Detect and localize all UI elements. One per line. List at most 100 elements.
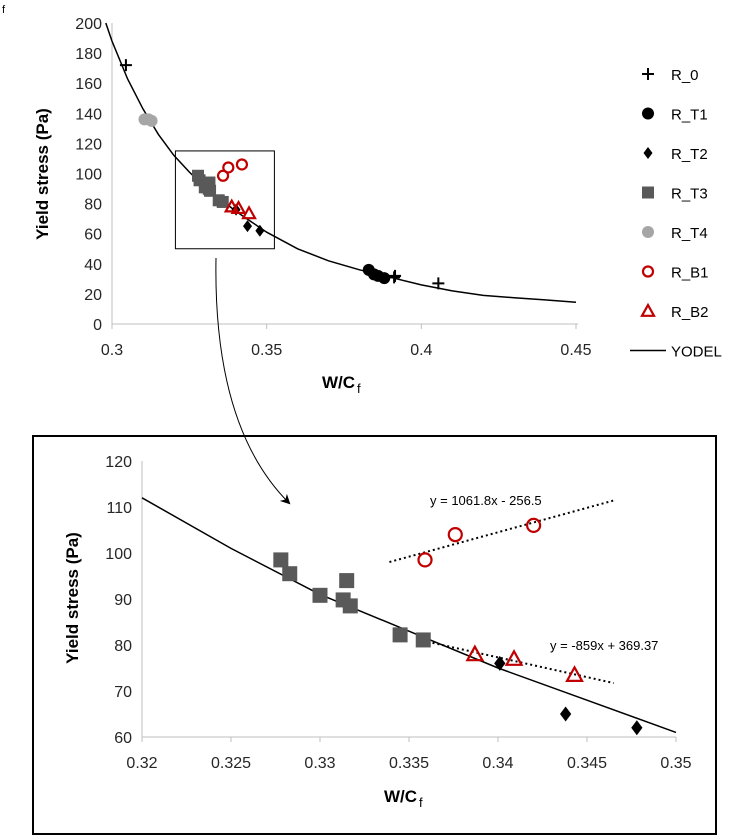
main-y-tick-label: 120 xyxy=(75,136,102,153)
inset-x-axis-label-subscript: f xyxy=(419,795,423,810)
inset-region-box xyxy=(174,150,275,250)
legend-label-r-0: R_0 xyxy=(671,67,699,84)
main-y-tick-label: 80 xyxy=(84,197,102,214)
main-x-tick-marks xyxy=(111,324,577,329)
inset-y-tick-label: 100 xyxy=(105,546,132,563)
inset-x-tick-label: 0.35 xyxy=(660,755,691,772)
data-point-r-b2 xyxy=(241,205,257,220)
inset-data-point-r-t3 xyxy=(342,598,358,614)
legend-marker-r-t2 xyxy=(643,147,653,159)
inset-data-point-r-t3 xyxy=(282,566,298,582)
trendline-r-b2 xyxy=(417,638,614,685)
panel-label: f xyxy=(2,4,6,16)
legend-label-yodel: YODEL xyxy=(671,344,722,361)
main-x-tick-label: 0.45 xyxy=(560,342,591,359)
legend-label-r-b2: R_B2 xyxy=(671,304,709,321)
inset-data-point-r-b1 xyxy=(417,552,433,568)
data-point-r-b2 xyxy=(230,199,247,215)
legend-marker-r-b1 xyxy=(641,265,655,278)
main-x-tick-label: 0.4 xyxy=(410,342,432,359)
data-point-r-t2 xyxy=(242,220,252,233)
data-point-r-t1 xyxy=(378,272,391,285)
main-x-tick-label: 0.35 xyxy=(251,342,282,359)
inset-data-point-r-b2 xyxy=(504,649,524,666)
data-point-r-t2 xyxy=(255,224,265,237)
main-y-tick-label: 180 xyxy=(75,46,102,63)
legend-marker-r-b2 xyxy=(640,302,656,317)
inset-x-tick-marks xyxy=(141,737,677,742)
inset-y-tick-label: 80 xyxy=(114,638,132,655)
inset-data-point-r-t3 xyxy=(339,573,355,589)
inset-x-tick-label: 0.32 xyxy=(126,755,157,772)
data-point-r-t3 xyxy=(203,176,216,189)
inset-data-point-r-b1 xyxy=(447,526,463,543)
main-y-tick-label: 160 xyxy=(75,76,102,93)
data-point-r-0 xyxy=(389,269,402,282)
data-point-r-b2 xyxy=(223,198,240,213)
inset-y-tick-labels: 60 70 80 90 100 110 120 xyxy=(105,454,132,747)
inset-data-point-r-b1 xyxy=(525,517,542,534)
inset-x-tick-label: 0.325 xyxy=(211,755,251,772)
inset-data-points xyxy=(273,517,643,736)
main-data-points xyxy=(119,59,445,290)
legend: R_0 R_T1 R_T2 R_T3 R_T4 R_B1 R_B2 YODEL xyxy=(630,67,722,361)
yodel-curve xyxy=(105,22,577,303)
inset-chart: 60 70 80 90 100 110 120 0.32 0.325 0.33 0.335 0.34… xyxy=(32,435,717,835)
legend-label-r-t1: R_T1 xyxy=(671,107,708,124)
inset-y-tick-label: 60 xyxy=(114,730,132,747)
inset-y-tick-label: 110 xyxy=(106,500,132,517)
inset-x-tick-label: 0.335 xyxy=(389,755,429,772)
legend-marker-r-t1 xyxy=(642,107,654,120)
inset-y-tick-label: 120 xyxy=(105,454,132,471)
main-y-tick-label: 20 xyxy=(84,287,102,304)
legend-label-r-t3: R_T3 xyxy=(671,186,708,203)
data-point-r-0 xyxy=(432,277,445,290)
legend-marker-r-0 xyxy=(642,68,654,80)
main-x-tick-label: 0.3 xyxy=(101,342,123,359)
main-y-tick-label: 40 xyxy=(84,257,102,274)
inset-y-tick-label: 90 xyxy=(114,592,132,609)
main-y-tick-label: 60 xyxy=(84,227,102,244)
main-x-axis-label-subscript: f xyxy=(357,381,361,396)
data-point-r-t3 xyxy=(216,195,229,208)
inset-data-point-r-b2 xyxy=(565,665,584,682)
inset-frame xyxy=(32,435,717,835)
legend-label-r-b1: R_B1 xyxy=(671,265,709,282)
data-point-r-0 xyxy=(119,59,132,72)
legend-label-r-t2: R_T2 xyxy=(671,146,708,163)
data-point-r-b1 xyxy=(216,169,230,182)
trendline-equation-b2: y = -859x + 369.37 xyxy=(550,638,658,653)
inset-y-tick-label: 70 xyxy=(114,684,132,701)
main-y-axis-label: Yield stress (Pa) xyxy=(33,108,52,240)
main-y-tick-labels: 0 20 40 60 80 100 120 140 160 180 200 xyxy=(75,16,102,334)
data-point-r-b1 xyxy=(222,161,235,174)
inset-data-point-r-t3 xyxy=(273,552,289,568)
data-point-r-t4 xyxy=(145,114,158,127)
main-y-tick-label: 100 xyxy=(75,167,102,184)
main-x-axis-label-text: W/C xyxy=(322,373,355,392)
inset-data-point-r-t2 xyxy=(494,655,506,671)
inset-x-axis-label-text: W/C xyxy=(384,787,417,806)
data-point-r-b1 xyxy=(235,158,249,171)
inset-x-axis-label: W/C f xyxy=(384,787,423,810)
legend-label-r-t4: R_T4 xyxy=(671,225,708,242)
main-x-axis-label: W/C f xyxy=(322,373,361,396)
inset-trendlines xyxy=(389,499,614,685)
inset-x-tick-label: 0.33 xyxy=(304,755,335,772)
trendline-equation-b1: y = 1061.8x - 256.5 xyxy=(430,493,542,508)
inset-yodel-curve xyxy=(141,497,677,734)
inset-data-point-r-t3 xyxy=(392,627,408,643)
legend-marker-r-t4 xyxy=(642,226,654,238)
inset-data-point-r-t2 xyxy=(631,720,643,736)
inset-x-tick-labels: 0.32 0.325 0.33 0.335 0.34 0.345 0.35 xyxy=(126,755,691,772)
inset-x-tick-label: 0.345 xyxy=(567,755,607,772)
inset-data-point-r-t2 xyxy=(560,706,572,722)
inset-x-tick-label: 0.34 xyxy=(482,755,513,772)
inset-data-point-r-t3 xyxy=(312,587,328,603)
trendline-r-b1 xyxy=(389,499,614,564)
inset-data-point-r-b2 xyxy=(465,644,485,662)
legend-marker-r-t3 xyxy=(642,186,654,199)
inset-y-axis-label: Yield stress (Pa) xyxy=(63,532,82,664)
